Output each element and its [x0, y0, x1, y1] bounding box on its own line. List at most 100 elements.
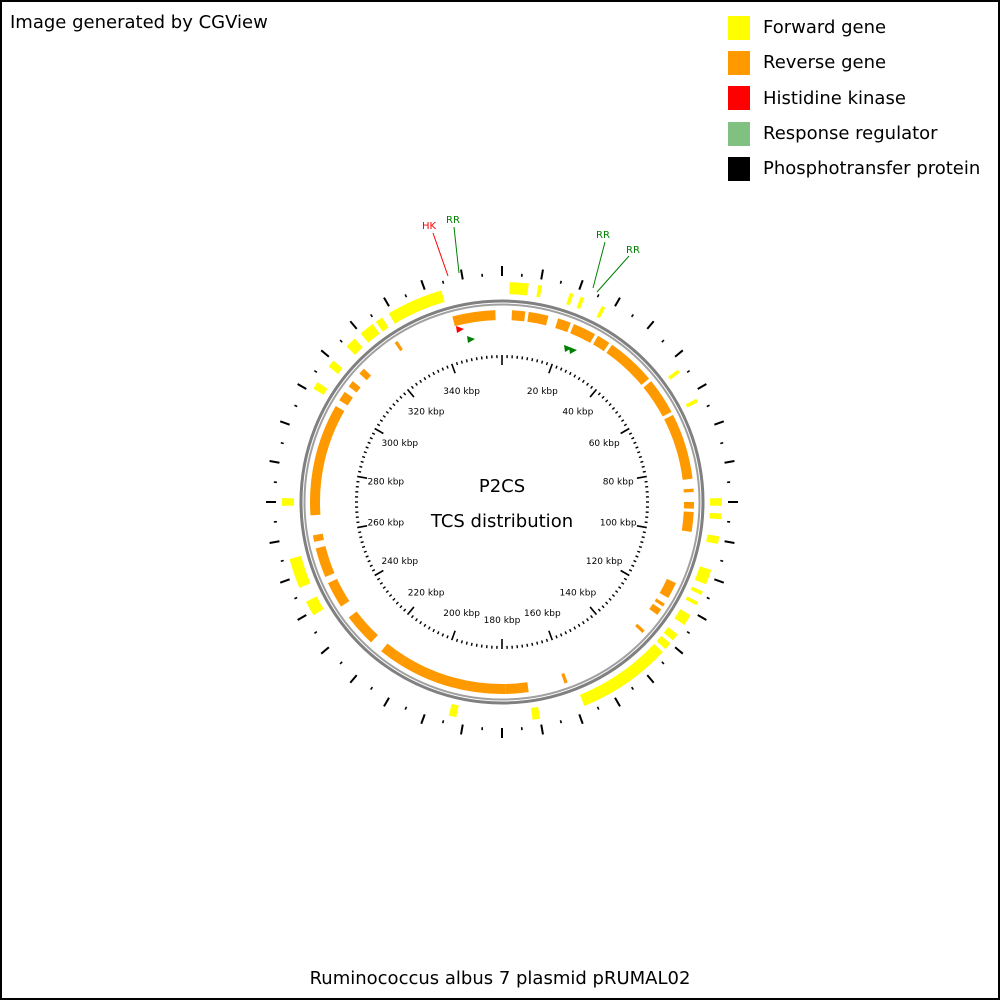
forward-gene-block [686, 596, 698, 605]
ruler-tick [377, 578, 380, 580]
outer-tick [350, 675, 356, 683]
ruler-tick [621, 429, 630, 434]
forward-gene-block [531, 707, 540, 720]
outer-tick [461, 725, 463, 735]
forward-gene-block [509, 282, 529, 295]
ruler-tick [389, 408, 391, 410]
outer-tick [340, 662, 342, 664]
ruler-tick-label: 180 kbp [484, 616, 521, 626]
ruler-tick [386, 411, 388, 413]
reverse-gene-block [505, 682, 529, 694]
ruler-tick [583, 380, 585, 382]
ruler-tick [433, 372, 434, 375]
ruler-tick [457, 639, 458, 642]
ruler-tick [380, 583, 382, 585]
ruler-tick [612, 408, 614, 410]
ruler-tick-label: 340 kbp [443, 387, 480, 397]
outer-tick [321, 350, 329, 356]
ruler-tick [618, 587, 620, 589]
ruler-tick [361, 542, 364, 543]
ruler-tick [621, 420, 623, 422]
reverse-gene-track [310, 310, 694, 694]
outer-tick [725, 541, 735, 543]
ruler-tick [408, 607, 414, 615]
forward-gene-track [282, 282, 722, 720]
ruler-tick-label: 60 kbp [589, 439, 620, 449]
outer-tick [632, 687, 634, 689]
forward-gene-block [282, 498, 294, 506]
reverse-gene-block [684, 489, 694, 493]
forward-gene-block [709, 513, 721, 519]
outer-tick [384, 698, 389, 707]
reverse-gene-block [400, 656, 505, 694]
ruler-tick [372, 433, 375, 434]
outer-tick [270, 461, 280, 463]
reverse-gene-block [452, 310, 495, 326]
ruler-tick [447, 636, 448, 639]
ruler-tick [389, 595, 391, 597]
reverse-gene-block [527, 312, 548, 326]
outer-tick [461, 270, 463, 280]
ruler-tick [383, 416, 385, 418]
ruler-tick [561, 634, 562, 637]
reverse-gene-block [555, 318, 571, 332]
forward-gene-block [289, 556, 310, 588]
ruler-tick [364, 452, 367, 453]
ruler-tick [527, 644, 528, 647]
outer-tick [725, 461, 735, 463]
ruler-tick [377, 424, 380, 426]
ruler-tick [532, 358, 533, 361]
ruler-tick [637, 526, 647, 528]
forward-gene-block [346, 339, 362, 355]
ruler-tick [438, 631, 439, 634]
outer-tick [371, 314, 373, 316]
forward-gene-block [668, 370, 680, 380]
ruler-tick [542, 361, 543, 364]
ruler-tick [452, 631, 455, 640]
ruler-tick [537, 359, 538, 362]
outer-tick [714, 579, 723, 582]
map-center-subtitle: TCS distribution [430, 511, 573, 532]
reverse-gene-block [512, 310, 526, 321]
outer-tick [340, 340, 342, 342]
outer-tick [405, 294, 406, 297]
ruler-tick [420, 621, 422, 623]
reverse-gene-block [684, 502, 694, 509]
ruler-tick [370, 438, 373, 439]
ruler-tick [411, 615, 413, 617]
outer-tick [280, 579, 289, 582]
ruler-tick [640, 542, 643, 543]
ruler-tick [546, 639, 547, 642]
ruler-tick [476, 357, 477, 360]
outer-tick [687, 632, 689, 634]
outer-tick [615, 298, 620, 307]
ruler-tick [375, 429, 384, 434]
outer-tick [687, 371, 689, 373]
ruler-tick [357, 476, 367, 478]
ruler-tick-label: 280 kbp [367, 478, 404, 488]
reverse-gene-block [313, 534, 324, 542]
ruler-tick [602, 396, 604, 398]
ruler-tick [424, 624, 426, 627]
ruler-tick [424, 377, 426, 380]
forward-gene-block [566, 293, 573, 306]
ruler-tick [565, 631, 566, 634]
reverse-gene-block [635, 624, 645, 633]
outer-tick [662, 340, 664, 342]
ruler-tick-label: 160 kbp [524, 609, 561, 619]
ruler-tick [380, 420, 382, 422]
outer-tick [675, 350, 683, 356]
forward-gene-block [624, 644, 663, 680]
forward-gene-block [657, 636, 671, 650]
footer-caption: Ruminococcus albus 7 plasmid pRUMAL02 [2, 968, 998, 989]
outer-tick [541, 270, 543, 280]
ruler-tick [643, 471, 646, 472]
outer-tick [371, 687, 373, 689]
outer-tick [598, 294, 599, 297]
ruler-tick [442, 368, 443, 371]
reverse-gene-block [593, 336, 609, 351]
ruler-tick [556, 636, 557, 639]
ruler-tick-ring [355, 355, 649, 649]
ruler-tick [358, 532, 361, 533]
